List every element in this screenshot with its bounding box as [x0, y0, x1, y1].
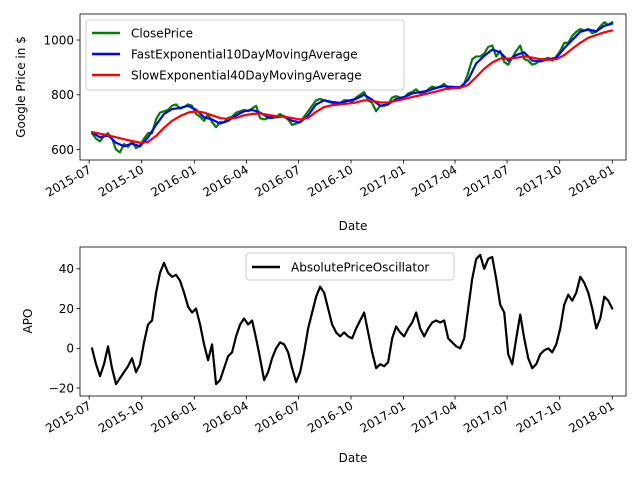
- apo-series-absolute-price-oscillator-line: [90, 253, 614, 386]
- price-legend-box: [85, 19, 405, 91]
- price-y-tick-label: 1000: [43, 33, 74, 47]
- apo-x-axis-label: Date: [339, 451, 368, 465]
- apo-y-tick-label: −20: [49, 381, 74, 395]
- price-y-tick-label: 600: [51, 143, 74, 157]
- price-legend: ClosePrice FastExponential10DayMovingAve…: [85, 19, 405, 91]
- legend-label-apo: AbsolutePriceOscillator: [291, 261, 429, 275]
- price-series-slow-exponential40-day-moving-average-line: [90, 29, 614, 144]
- apo-chart-lines: [90, 253, 614, 386]
- price-chart-lines: [90, 21, 614, 154]
- legend-label-fast-ema: FastExponential10DayMovingAverage: [131, 48, 358, 62]
- price-chart-frame: [79, 13, 627, 161]
- apo-legend: AbsolutePriceOscillator: [245, 252, 455, 281]
- price-x-axis-label: Date: [339, 219, 368, 233]
- apo-y-tick-label: 20: [59, 302, 74, 316]
- apo-legend-box: [245, 252, 455, 281]
- legend-label-slow-ema: SlowExponential40DayMovingAverage: [131, 69, 362, 83]
- price-series-fast-exponential10-day-moving-average-line: [90, 22, 614, 148]
- price-y-axis-label: Google Price in $: [14, 36, 28, 138]
- price-y-tick-label: 800: [51, 88, 74, 102]
- apo-y-ticks: −20 0 20 40: [49, 262, 80, 395]
- apo-y-tick-label: 0: [66, 342, 74, 356]
- price-y-ticks: 600 800 1000: [43, 33, 80, 157]
- apo-y-axis-label: APO: [21, 309, 35, 334]
- legend-label-close-price: ClosePrice: [131, 27, 193, 41]
- apo-y-tick-label: 40: [59, 262, 74, 276]
- apo-chart-frame: [79, 246, 627, 397]
